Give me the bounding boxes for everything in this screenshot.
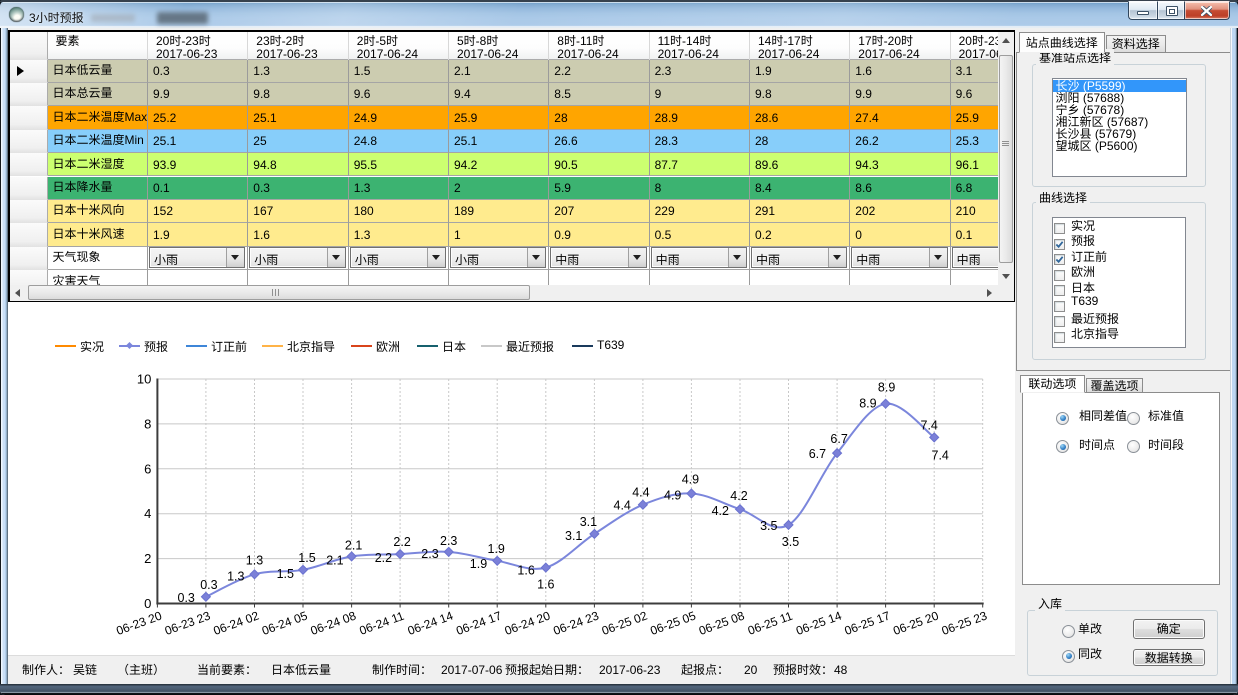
svg-text:3.1: 3.1	[565, 529, 582, 543]
svg-text:2.1: 2.1	[345, 538, 362, 552]
svg-text:06-23 23: 06-23 23	[163, 608, 213, 637]
svg-text:2.2: 2.2	[393, 535, 410, 549]
svg-text:6.7: 6.7	[809, 447, 826, 461]
svg-text:2.3: 2.3	[421, 547, 438, 561]
svg-text:1.9: 1.9	[488, 542, 505, 556]
svg-text:3.1: 3.1	[580, 515, 597, 529]
svg-text:06-25 02: 06-25 02	[600, 608, 650, 637]
svg-text:06-24 23: 06-24 23	[551, 608, 601, 637]
svg-text:06-25 08: 06-25 08	[697, 608, 747, 637]
svg-text:06-25 23: 06-25 23	[940, 608, 990, 637]
svg-text:4.9: 4.9	[664, 489, 681, 503]
svg-text:1.9: 1.9	[470, 557, 487, 571]
svg-text:2: 2	[144, 551, 151, 566]
svg-text:10: 10	[137, 372, 151, 387]
svg-text:0.3: 0.3	[178, 591, 195, 605]
svg-text:06-24 20: 06-24 20	[503, 608, 553, 637]
svg-text:06-25 11: 06-25 11	[746, 609, 795, 638]
svg-text:7.4: 7.4	[932, 448, 949, 462]
svg-text:6: 6	[144, 461, 151, 476]
svg-text:8: 8	[144, 416, 151, 431]
svg-text:2.3: 2.3	[440, 534, 457, 548]
svg-text:0: 0	[144, 596, 151, 611]
svg-text:3.5: 3.5	[760, 519, 777, 533]
svg-text:8.9: 8.9	[859, 397, 876, 411]
svg-text:06-25 17: 06-25 17	[843, 608, 893, 637]
svg-text:4.4: 4.4	[614, 499, 631, 513]
svg-text:06-25 14: 06-25 14	[794, 608, 844, 637]
svg-text:06-23 20: 06-23 20	[114, 608, 164, 637]
svg-text:1.5: 1.5	[277, 567, 294, 581]
svg-text:06-25 20: 06-25 20	[891, 608, 941, 637]
svg-text:8.9: 8.9	[878, 381, 895, 395]
svg-text:1.3: 1.3	[246, 553, 263, 567]
svg-text:3.5: 3.5	[782, 535, 799, 549]
svg-text:06-24 17: 06-24 17	[454, 608, 504, 637]
svg-text:1.6: 1.6	[517, 564, 534, 578]
svg-text:1.6: 1.6	[537, 578, 554, 592]
svg-text:2.2: 2.2	[375, 551, 392, 565]
svg-text:06-25 05: 06-25 05	[648, 608, 698, 637]
svg-text:06-24 05: 06-24 05	[260, 608, 310, 637]
svg-text:4.4: 4.4	[632, 486, 649, 500]
svg-text:1.3: 1.3	[227, 569, 244, 583]
svg-text:6.7: 6.7	[830, 432, 847, 446]
svg-text:06-24 08: 06-24 08	[309, 608, 359, 637]
svg-text:06-24 02: 06-24 02	[211, 608, 261, 637]
svg-text:4.2: 4.2	[712, 504, 729, 518]
svg-text:0.3: 0.3	[200, 578, 217, 592]
svg-text:06-24 11: 06-24 11	[357, 609, 406, 638]
svg-text:4: 4	[144, 506, 151, 521]
svg-text:4.2: 4.2	[730, 489, 747, 503]
svg-text:7.4: 7.4	[921, 418, 938, 432]
svg-text:2.1: 2.1	[326, 553, 343, 567]
svg-text:4.9: 4.9	[682, 473, 699, 487]
svg-text:1.5: 1.5	[298, 551, 315, 565]
svg-text:06-24 14: 06-24 14	[406, 608, 456, 637]
